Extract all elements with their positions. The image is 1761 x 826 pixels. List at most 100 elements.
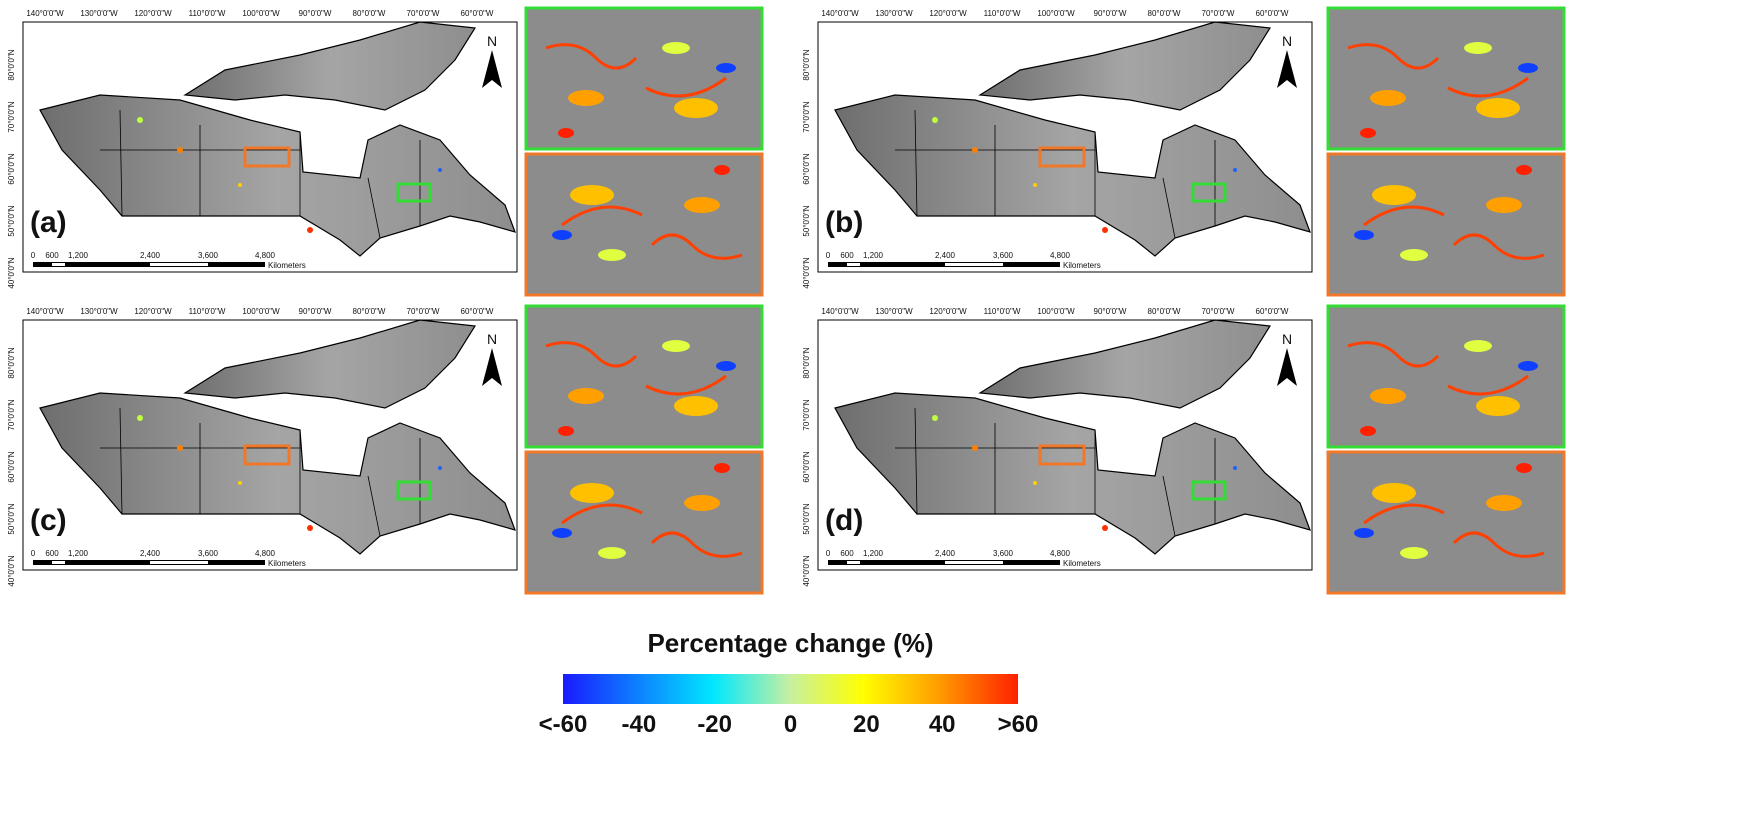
longitude-label: 60°0'0"W: [461, 9, 494, 18]
longitude-label: 90°0'0"W: [1094, 9, 1127, 18]
latitude-label: 40°0'0"N: [802, 555, 811, 586]
north-arrow: [482, 348, 502, 386]
colorbar-tick-label: >60: [998, 711, 1039, 738]
scale-unit: Kilometers: [268, 261, 306, 270]
longitude-label: 110°0'0"W: [189, 9, 226, 18]
scale-label: 0: [826, 549, 831, 558]
longitude-label: 100°0'0"W: [1037, 307, 1075, 316]
latitude-label: 70°0'0"N: [802, 101, 811, 132]
scale-label: 2,400: [935, 251, 956, 260]
inset-map: [524, 152, 764, 297]
longitude-label: 100°0'0"W: [242, 307, 280, 316]
scale-label: 1,200: [863, 549, 884, 558]
scale-bar: [828, 560, 1060, 565]
latitude-label: 80°0'0"N: [802, 347, 811, 378]
longitude-label: 80°0'0"W: [1148, 307, 1181, 316]
latitude-label: 60°0'0"N: [7, 153, 16, 184]
latitude-label: 70°0'0"N: [7, 101, 16, 132]
latitude-label: 50°0'0"N: [802, 205, 811, 236]
latitude-label: 80°0'0"N: [802, 49, 811, 80]
colorbar-title: Percentage change (%): [647, 628, 933, 658]
longitude-label: 60°0'0"W: [1256, 9, 1289, 18]
latitude-label: 80°0'0"N: [7, 347, 16, 378]
north-label: N: [487, 331, 497, 347]
longitude-label: 110°0'0"W: [984, 307, 1021, 316]
latitude-label: 50°0'0"N: [7, 503, 16, 534]
north-arrow: [1277, 348, 1297, 386]
longitude-label: 110°0'0"W: [984, 9, 1021, 18]
scale-label: 2,400: [935, 549, 956, 558]
scale-bar-segment: [150, 263, 208, 266]
inset-map: [524, 6, 764, 151]
longitude-label: 140°0'0"W: [26, 9, 64, 18]
latitude-label: 60°0'0"N: [7, 451, 16, 482]
scale-bar-segment: [945, 561, 1003, 564]
scale-label: 4,800: [1050, 251, 1071, 260]
inset-frame: [1326, 304, 1566, 449]
scale-label: 3,600: [198, 251, 219, 260]
study-box: [1038, 146, 1086, 168]
scale-label: 3,600: [993, 251, 1014, 260]
longitude-label: 90°0'0"W: [299, 9, 332, 18]
latitude-label: 80°0'0"N: [7, 49, 16, 80]
inset-frame: [524, 6, 764, 151]
longitude-label: 80°0'0"W: [353, 9, 386, 18]
scale-label: 600: [840, 549, 854, 558]
scale-label: 0: [31, 251, 36, 260]
scale-label: 4,800: [255, 549, 276, 558]
longitude-label: 120°0'0"W: [929, 9, 967, 18]
inset-frame: [1326, 450, 1566, 595]
inset-frame: [524, 152, 764, 297]
scale-label: 600: [45, 251, 59, 260]
inset-map: [524, 304, 764, 449]
inset-map: [524, 450, 764, 595]
longitude-label: 140°0'0"W: [821, 9, 859, 18]
scale-bar: [828, 262, 1060, 267]
north-label: N: [1282, 331, 1292, 347]
scale-label: 4,800: [1050, 549, 1071, 558]
scale-bar-segment: [945, 263, 1003, 266]
scale-label: 0: [31, 549, 36, 558]
longitude-label: 90°0'0"W: [1094, 307, 1127, 316]
north-label: N: [1282, 33, 1292, 49]
panel-label: (a): [30, 206, 67, 239]
longitude-label: 70°0'0"W: [407, 307, 440, 316]
longitude-label: 90°0'0"W: [299, 307, 332, 316]
longitude-label: 70°0'0"W: [1202, 9, 1235, 18]
inset-map: [1326, 6, 1566, 151]
panel-label: (c): [30, 504, 67, 537]
longitude-label: 100°0'0"W: [242, 9, 280, 18]
scale-label: 2,400: [140, 251, 161, 260]
scale-label: 600: [840, 251, 854, 260]
inset-frame: [1326, 152, 1566, 297]
study-box: [1191, 182, 1227, 203]
scale-unit: Kilometers: [1063, 261, 1101, 270]
inset-frame: [1326, 6, 1566, 151]
panel-label: (b): [825, 206, 863, 239]
map-panel: 140°0'0"W 130°0'0"W 120°0'0"W 110°0'0"W 100°…: [7, 6, 764, 297]
colorbar-tick-label: 40: [929, 711, 956, 738]
inset-map: [1326, 304, 1566, 449]
longitude-label: 120°0'0"W: [134, 307, 172, 316]
study-box: [396, 480, 432, 501]
scale-label: 3,600: [993, 549, 1014, 558]
study-box: [243, 146, 291, 168]
scale-label: 600: [45, 549, 59, 558]
longitude-label: 130°0'0"W: [80, 9, 118, 18]
map-panel: 140°0'0"W 130°0'0"W 120°0'0"W 110°0'0"W 100°…: [7, 304, 764, 595]
scale-label: 1,200: [68, 549, 89, 558]
scale-bar-segment: [52, 561, 65, 564]
map-panel: 140°0'0"W 130°0'0"W 120°0'0"W 110°0'0"W 100°…: [802, 304, 1566, 595]
study-box: [396, 182, 432, 203]
latitude-label: 50°0'0"N: [7, 205, 16, 236]
colorbar-tick-label: 20: [853, 711, 880, 738]
scale-label: 1,200: [68, 251, 89, 260]
longitude-label: 110°0'0"W: [189, 307, 226, 316]
scale-bar-segment: [150, 561, 208, 564]
latitude-label: 40°0'0"N: [7, 555, 16, 586]
scale-label: 0: [826, 251, 831, 260]
map-panel: 140°0'0"W 130°0'0"W 120°0'0"W 110°0'0"W 100°…: [802, 6, 1566, 297]
latitude-label: 60°0'0"N: [802, 451, 811, 482]
inset-map: [1326, 450, 1566, 595]
